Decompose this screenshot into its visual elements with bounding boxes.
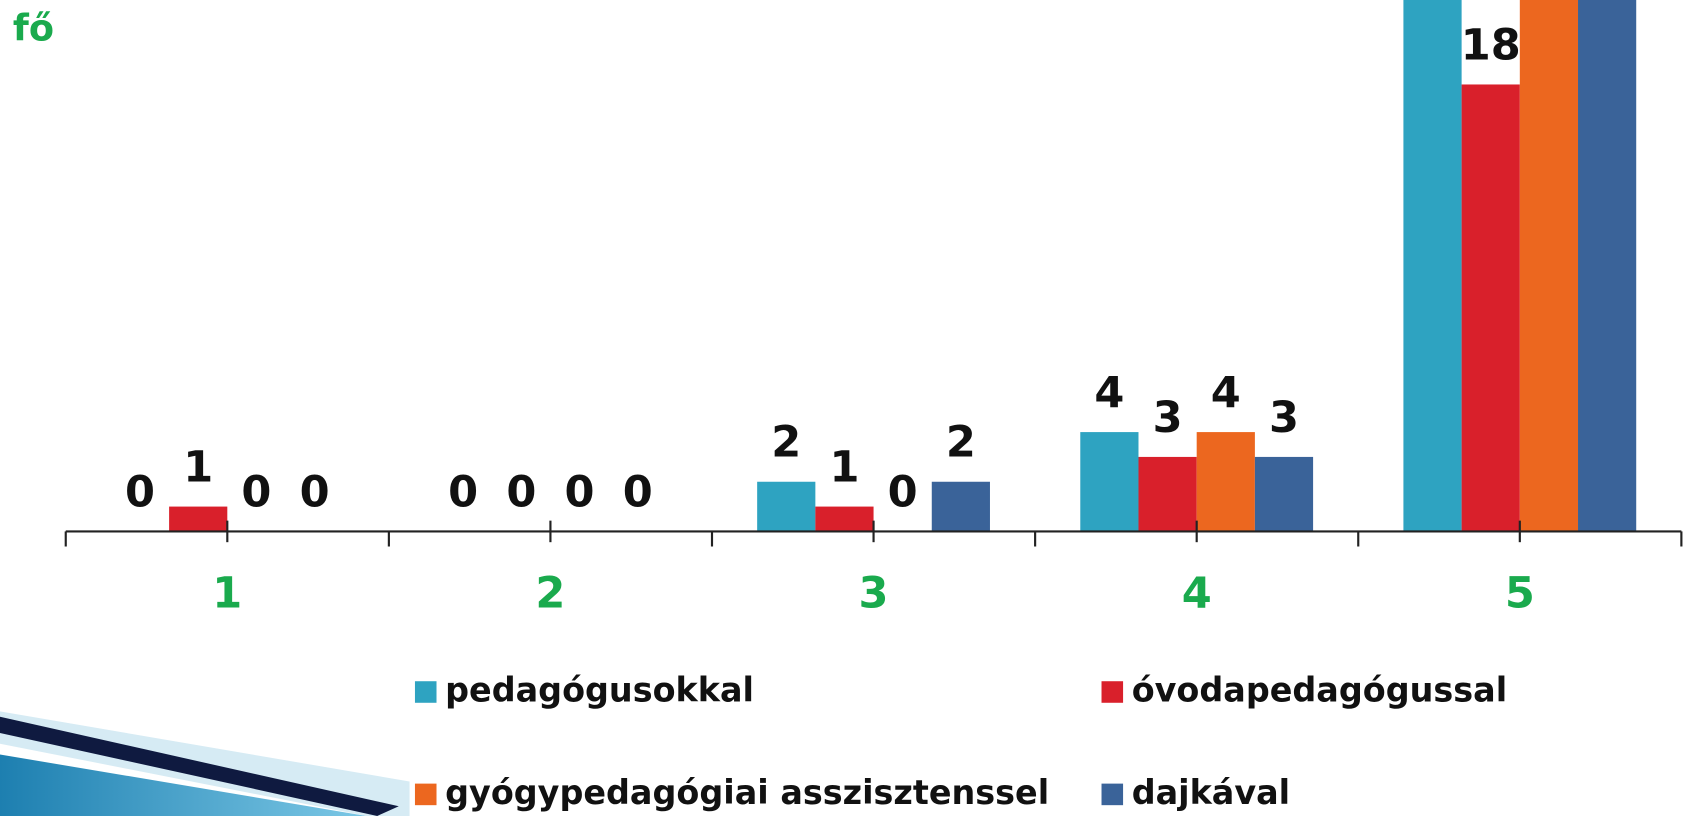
bar xyxy=(757,481,816,532)
data-label: 1 xyxy=(183,442,213,492)
legend-label: óvodapedagógussal xyxy=(1132,671,1507,710)
legend-swatch xyxy=(1101,681,1124,703)
bar xyxy=(169,506,228,532)
legend-swatch xyxy=(414,681,437,703)
data-label: 18 xyxy=(1461,20,1521,70)
decoration xyxy=(0,754,367,816)
y-axis-label: fő xyxy=(13,7,54,50)
data-label: 4 xyxy=(1094,368,1124,418)
bar xyxy=(931,481,990,532)
data-label: 0 xyxy=(623,467,653,517)
bar xyxy=(1254,456,1314,532)
x-tick-label: 1 xyxy=(212,569,242,619)
data-label: 2 xyxy=(946,418,976,468)
legend-label: pedagógusokkal xyxy=(445,671,754,710)
bar xyxy=(1519,0,1579,532)
x-tick-label: 4 xyxy=(1182,569,1212,619)
data-label: 0 xyxy=(888,467,918,517)
data-label: 2 xyxy=(771,418,801,468)
legend-label: dajkával xyxy=(1132,773,1290,812)
decoration xyxy=(0,716,399,816)
data-label: 3 xyxy=(1153,393,1183,443)
bar xyxy=(1403,0,1462,532)
data-label: 0 xyxy=(125,467,155,517)
x-tick-label: 3 xyxy=(859,569,889,619)
data-label: 3 xyxy=(1269,393,1299,443)
data-label: 0 xyxy=(300,467,330,517)
data-label: 0 xyxy=(565,467,595,517)
data-label: 4 xyxy=(1211,368,1241,418)
bar xyxy=(1196,432,1255,532)
legend-swatch xyxy=(414,783,437,806)
data-label: 0 xyxy=(448,467,478,517)
bar xyxy=(1461,84,1520,532)
bar xyxy=(1080,432,1139,532)
bar xyxy=(1138,456,1197,532)
legend-label: gyógypedagógiai asszisztenssel xyxy=(445,773,1049,812)
legend-swatch xyxy=(1101,783,1124,806)
bar xyxy=(1578,0,1637,532)
data-label: 1 xyxy=(829,442,859,492)
data-label: 0 xyxy=(506,467,536,517)
x-tick-label: 2 xyxy=(535,569,565,619)
x-tick-label: 5 xyxy=(1505,569,1535,619)
data-label: 0 xyxy=(241,467,271,517)
bar xyxy=(815,506,874,532)
